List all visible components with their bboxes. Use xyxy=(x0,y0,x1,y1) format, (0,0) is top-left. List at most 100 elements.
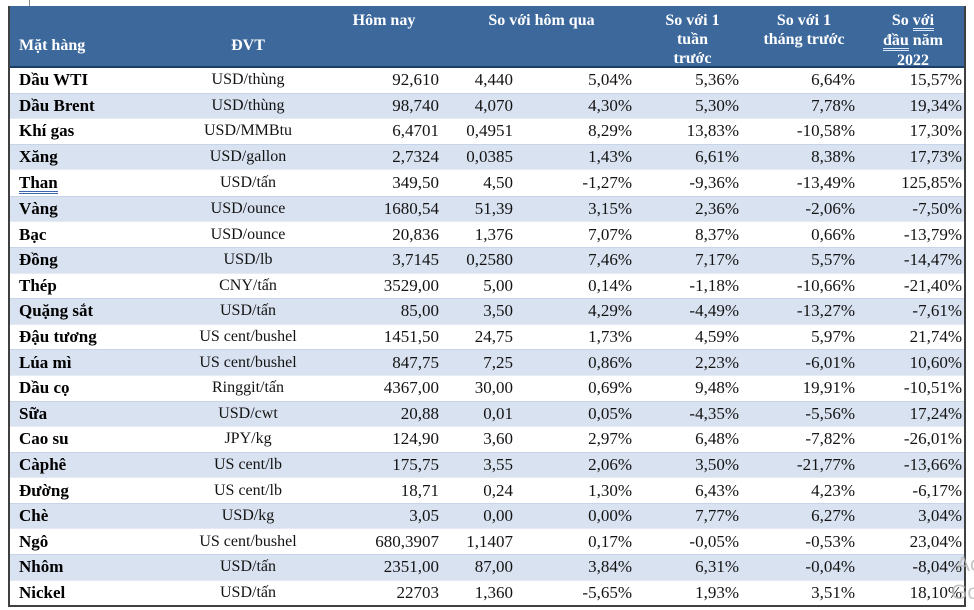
cell-vs-month-pct: -2,06% xyxy=(805,199,855,219)
cell-vs-week-pct: 5,36% xyxy=(695,70,739,90)
cell-unit: USD/kg xyxy=(221,507,275,525)
cell-vs-yesterday-abs: 3,50 xyxy=(483,301,513,321)
cell-commodity-name: Cao su xyxy=(19,429,69,449)
cell-vs-yesterday-abs: 1,376 xyxy=(474,224,513,244)
cell-today: 85,00 xyxy=(400,301,439,321)
cell-commodity-name: Dầu WTI xyxy=(19,70,89,90)
cell-vs-yesterday-pct: 1,73% xyxy=(588,327,632,347)
cell-vs-month-pct: -0,53% xyxy=(805,531,855,551)
cell-vs-week-pct: 4,59% xyxy=(695,327,739,347)
cell-today: 175,75 xyxy=(392,454,439,474)
cell-vs-yesterday-pct: 0,05% xyxy=(588,403,632,423)
cell-vs-yesterday-abs: 30,00 xyxy=(474,378,513,398)
cell-commodity-name: Đậu tương xyxy=(19,327,97,347)
table-row: Dầu WTI USD/thùng 92,610 4,440 5,04% 5,36% 6,6… xyxy=(10,68,964,93)
cell-today: 124,90 xyxy=(392,429,439,449)
cell-today: 92,610 xyxy=(392,70,439,90)
cell-vs-yesterday-pct: 7,07% xyxy=(588,224,632,244)
cell-today: 4367,00 xyxy=(383,378,439,398)
cell-vs-ytd-pct: -7,61% xyxy=(912,301,962,321)
cell-vs-ytd-pct: -14,47% xyxy=(903,250,962,270)
table-row: Khí gas USD/MMBtu 6,4701 0,4951 8,29% 13,83% -… xyxy=(10,118,964,144)
cell-vs-ytd-pct: 21,74% xyxy=(909,327,962,347)
cell-vs-ytd-pct: -7,50% xyxy=(912,199,962,219)
table-row: Cao su JPY/kg 124,90 3,60 2,97% 6,48% -7,82% -2… xyxy=(10,426,964,452)
cell-today: 18,71 xyxy=(400,480,439,500)
cell-unit: US cent/bushel xyxy=(199,532,297,550)
cell-vs-week-pct: 6,61% xyxy=(695,147,739,167)
cell-vs-ytd-pct: 10,60% xyxy=(909,352,962,372)
cell-vs-yesterday-pct: 2,97% xyxy=(588,429,632,449)
cell-vs-ytd-pct: 15,57% xyxy=(909,70,962,90)
cell-vs-month-pct: -7,82% xyxy=(805,429,855,449)
commodity-price-table: Mặt hàng ĐVT Hôm nay So với hôm qua So v… xyxy=(8,6,966,607)
cell-vs-yesterday-pct: -1,27% xyxy=(582,173,632,193)
cell-vs-yesterday-pct: 0,00% xyxy=(588,506,632,526)
header-today: Hôm nay xyxy=(352,12,416,29)
cell-vs-month-pct: -6,01% xyxy=(805,352,855,372)
cell-today: 98,740 xyxy=(392,95,439,115)
cell-vs-yesterday-pct: -5,65% xyxy=(582,582,632,602)
cell-vs-yesterday-pct: 1,43% xyxy=(588,147,632,167)
cell-vs-yesterday-pct: 4,29% xyxy=(588,301,632,321)
cell-unit: US cent/lb xyxy=(214,455,282,473)
cell-unit: USD/thùng xyxy=(211,71,285,89)
grammar-underline: với xyxy=(912,12,935,31)
grammar-underline: đầu xyxy=(882,32,909,51)
cell-vs-week-pct: -0,05% xyxy=(689,531,739,551)
watermark-fragment: Go xyxy=(951,581,974,604)
cell-vs-week-pct: -1,18% xyxy=(689,275,739,295)
cell-unit: USD/ounce xyxy=(210,225,286,243)
cell-unit: USD/thùng xyxy=(211,96,285,114)
cell-vs-month-pct: 8,38% xyxy=(811,147,855,167)
header-commodity: Mặt hàng xyxy=(19,36,86,54)
cell-vs-yesterday-pct: 0,86% xyxy=(588,352,632,372)
cell-today: 22703 xyxy=(396,582,440,602)
cell-vs-month-pct: 6,64% xyxy=(811,70,855,90)
cell-vs-yesterday-pct: 7,46% xyxy=(588,250,632,270)
cell-today: 2,7324 xyxy=(392,147,439,167)
cell-vs-ytd-pct: -13,66% xyxy=(903,454,962,474)
cell-vs-yesterday-abs: 0,00 xyxy=(483,506,513,526)
table-row: Lúa mì US cent/bushel 847,75 7,25 0,86% 2,23%… xyxy=(10,349,964,375)
cell-unit: USD/cwt xyxy=(218,404,278,422)
cell-commodity-name: Vàng xyxy=(19,199,58,219)
cell-vs-yesterday-pct: 0,69% xyxy=(588,378,632,398)
table-row: Càphê US cent/lb 175,75 3,55 2,06% 3,50% -21,7… xyxy=(10,451,964,478)
table-row: Chè USD/kg 3,05 0,00 0,00% 7,77% 6,27% 3,04% xyxy=(10,502,964,529)
header-vs-week: So với 1 tuần trước xyxy=(665,12,720,67)
cell-today: 349,50 xyxy=(392,173,439,193)
header-vs-month: So với 1 tháng trước xyxy=(763,12,845,48)
cell-vs-yesterday-abs: 3,60 xyxy=(483,429,513,449)
cell-vs-month-pct: 3,51% xyxy=(811,582,855,602)
cell-vs-month-pct: -21,77% xyxy=(796,454,855,474)
cell-vs-yesterday-pct: 0,14% xyxy=(588,275,632,295)
cell-unit: Ringgit/tấn xyxy=(212,379,284,397)
cell-today: 6,4701 xyxy=(392,121,439,141)
table-row: Than USD/tấn 349,50 4,50 -1,27% -9,36% -13,49%… xyxy=(10,169,964,196)
cell-commodity-name: Dầu Brent xyxy=(19,95,95,115)
cell-vs-yesterday-pct: 3,84% xyxy=(588,557,632,577)
table-row: Vàng USD/ounce 1680,54 51,39 3,15% 2,36% -2,06… xyxy=(10,195,964,222)
cell-unit: USD/MMBtu xyxy=(203,122,293,140)
cell-commodity-name: Thép xyxy=(19,275,57,295)
cell-vs-week-pct: 9,48% xyxy=(695,378,739,398)
cell-vs-ytd-pct: 17,73% xyxy=(909,147,962,167)
cell-commodity-name: Bạc xyxy=(19,224,47,244)
cell-unit: US cent/lb xyxy=(214,481,282,499)
cell-vs-month-pct: -13,49% xyxy=(796,173,855,193)
cell-unit: USD/ounce xyxy=(210,200,286,218)
cell-vs-week-pct: 2,36% xyxy=(695,199,739,219)
cell-commodity-name: Chè xyxy=(19,506,49,526)
cell-vs-week-pct: 7,77% xyxy=(695,506,739,526)
cell-vs-week-pct: 13,83% xyxy=(686,121,739,141)
cell-today: 3529,00 xyxy=(383,275,439,295)
cell-unit: US cent/bushel xyxy=(199,328,297,346)
cell-vs-month-pct: -0,04% xyxy=(805,557,855,577)
cell-vs-yesterday-pct: 5,04% xyxy=(588,70,632,90)
cell-vs-yesterday-abs: 4,50 xyxy=(483,173,513,193)
cell-vs-yesterday-pct: 8,29% xyxy=(588,121,632,141)
table-header: Mặt hàng ĐVT Hôm nay So với hôm qua So v… xyxy=(10,6,964,69)
cell-unit: JPY/kg xyxy=(224,430,272,448)
